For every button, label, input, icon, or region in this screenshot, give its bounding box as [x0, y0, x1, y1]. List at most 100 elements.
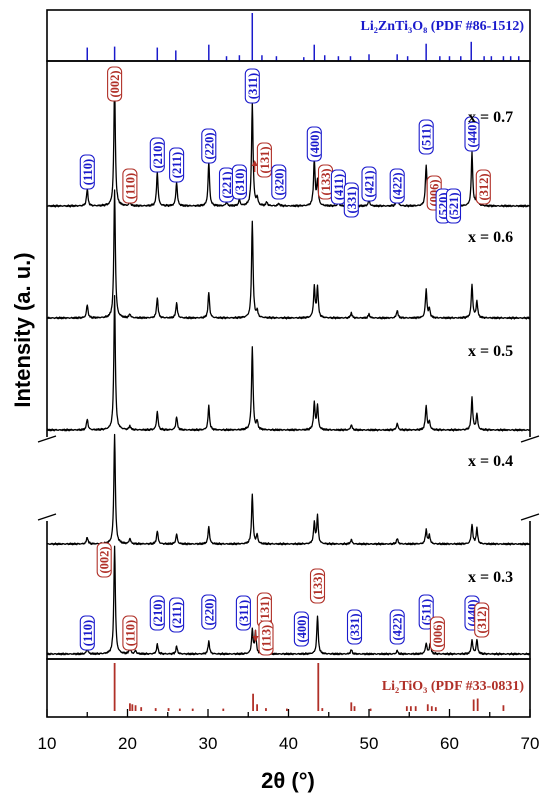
pattern-layer [46, 81, 531, 656]
x-axis-label: 2θ (°) [261, 768, 315, 793]
hkl-label: (312) [474, 602, 490, 638]
svg-text:(521): (521) [447, 192, 461, 219]
hkl-label: (110) [122, 168, 138, 204]
svg-text:(421): (421) [363, 170, 377, 197]
svg-text:(440): (440) [466, 120, 480, 147]
hkl-label: (131) [256, 142, 272, 178]
svg-text:(110): (110) [81, 620, 95, 646]
hkl-label: (311) [235, 595, 251, 631]
svg-text:(311): (311) [246, 73, 260, 99]
axis-break-marks [37, 435, 540, 521]
svg-text:(113): (113) [260, 625, 274, 651]
x-tick-label: 60 [440, 734, 459, 753]
hkl-label: (511) [418, 594, 434, 630]
hkl-label: (211) [169, 597, 185, 633]
svg-text:(002): (002) [108, 70, 122, 97]
hkl-label: (400) [306, 126, 322, 162]
svg-text:(411): (411) [332, 174, 346, 200]
svg-text:(511): (511) [420, 599, 434, 625]
series-label-x04: x = 0.4 [468, 453, 513, 470]
series-label-x05: x = 0.5 [468, 343, 513, 360]
svg-text:(210): (210) [151, 599, 165, 626]
hkl-label: (211) [169, 147, 185, 183]
svg-text:(311): (311) [237, 600, 251, 626]
hkl-label: (440) [464, 116, 480, 152]
main-plot-panel [46, 60, 531, 660]
svg-text:(210): (210) [151, 141, 165, 168]
series-label-x07: x = 0.7 [468, 109, 513, 126]
hkl-label: (311) [244, 68, 260, 104]
hkl-label: (422) [389, 609, 405, 645]
hkl-label: (133) [317, 164, 334, 200]
y-axis-label: Intensity (a. u.) [10, 252, 35, 407]
svg-text:(211): (211) [170, 152, 184, 178]
hkl-label: (320) [271, 164, 287, 200]
svg-text:(400): (400) [308, 130, 322, 157]
top-reference-panel [46, 9, 531, 62]
hkl-label: (331) [343, 182, 359, 218]
hkl-label: (421) [361, 166, 377, 202]
hkl-label: (521) [445, 188, 462, 224]
hkl-label: (133) [309, 568, 326, 604]
svg-text:(131): (131) [258, 146, 272, 173]
svg-text:(400): (400) [295, 615, 309, 642]
svg-text:(133): (133) [319, 168, 333, 195]
bottom-reference-label: Li₂TiO₃ (PDF #33-0831) [382, 679, 525, 694]
hkl-label: (221) [218, 167, 235, 203]
x-tick-label: 30 [199, 734, 218, 753]
hkl-label: (131) [256, 592, 272, 628]
svg-text:(110): (110) [81, 159, 95, 185]
svg-text:(422): (422) [391, 172, 405, 199]
hkl-label: (220) [201, 128, 217, 164]
svg-text:(310): (310) [233, 168, 247, 195]
svg-text:(331): (331) [348, 613, 362, 640]
hkl-label: (400) [293, 611, 309, 647]
hkl-label: (220) [201, 594, 217, 630]
hkl-label: (210) [149, 137, 165, 173]
arrow-icon [252, 636, 259, 642]
series-label-x03: x = 0.3 [468, 569, 513, 586]
xrd-pattern [46, 295, 531, 432]
series-label-x06: x = 0.6 [468, 229, 513, 246]
x-axis-ticks: 10 20 30 40 50 60 70 [38, 709, 540, 753]
xrd-pattern [46, 433, 531, 546]
svg-text:(312): (312) [477, 173, 491, 200]
svg-text:(221): (221) [220, 171, 234, 198]
hkl-label: (006) [429, 616, 445, 652]
hkl-label: (422) [389, 168, 405, 204]
hkl-label: (002) [96, 542, 112, 578]
x-tick-label: 50 [360, 734, 379, 753]
hkl-label: (411) [330, 169, 346, 205]
svg-text:(133): (133) [311, 572, 325, 599]
svg-text:(312): (312) [475, 606, 489, 633]
svg-text:(331): (331) [345, 186, 359, 213]
hkl-label: (002) [107, 66, 123, 102]
svg-text:(211): (211) [170, 602, 184, 628]
hkl-label: (312) [475, 169, 491, 205]
hkl-label: (113) [258, 620, 274, 656]
hkl-label: (331) [346, 609, 363, 645]
hkl-label: (210) [149, 595, 165, 631]
hkl-label: (110) [122, 615, 138, 651]
hkl-label: (110) [79, 615, 95, 651]
svg-text:(511): (511) [420, 124, 434, 150]
bottom-reference-lines [113, 663, 505, 711]
svg-text:(110): (110) [123, 173, 137, 199]
x-tick-label: 70 [521, 734, 540, 753]
svg-text:(220): (220) [202, 132, 216, 159]
hkl-label-layer: (002) (110) (110) (210) (211) (220) (221)(310)… [79, 66, 491, 656]
svg-text:(006): (006) [431, 620, 445, 647]
svg-text:(320): (320) [272, 168, 286, 195]
svg-text:(422): (422) [391, 613, 405, 640]
x-tick-label: 10 [38, 734, 57, 753]
xrd-pattern [46, 189, 531, 320]
svg-text:(110): (110) [123, 620, 137, 646]
arrow-icon [251, 160, 258, 166]
x-tick-label: 40 [279, 734, 298, 753]
xrd-pattern [46, 545, 531, 656]
hkl-label: (110) [79, 154, 95, 190]
hkl-label: (310) [231, 164, 247, 200]
x-tick-label: 20 [118, 734, 137, 753]
svg-text:(220): (220) [202, 598, 216, 625]
